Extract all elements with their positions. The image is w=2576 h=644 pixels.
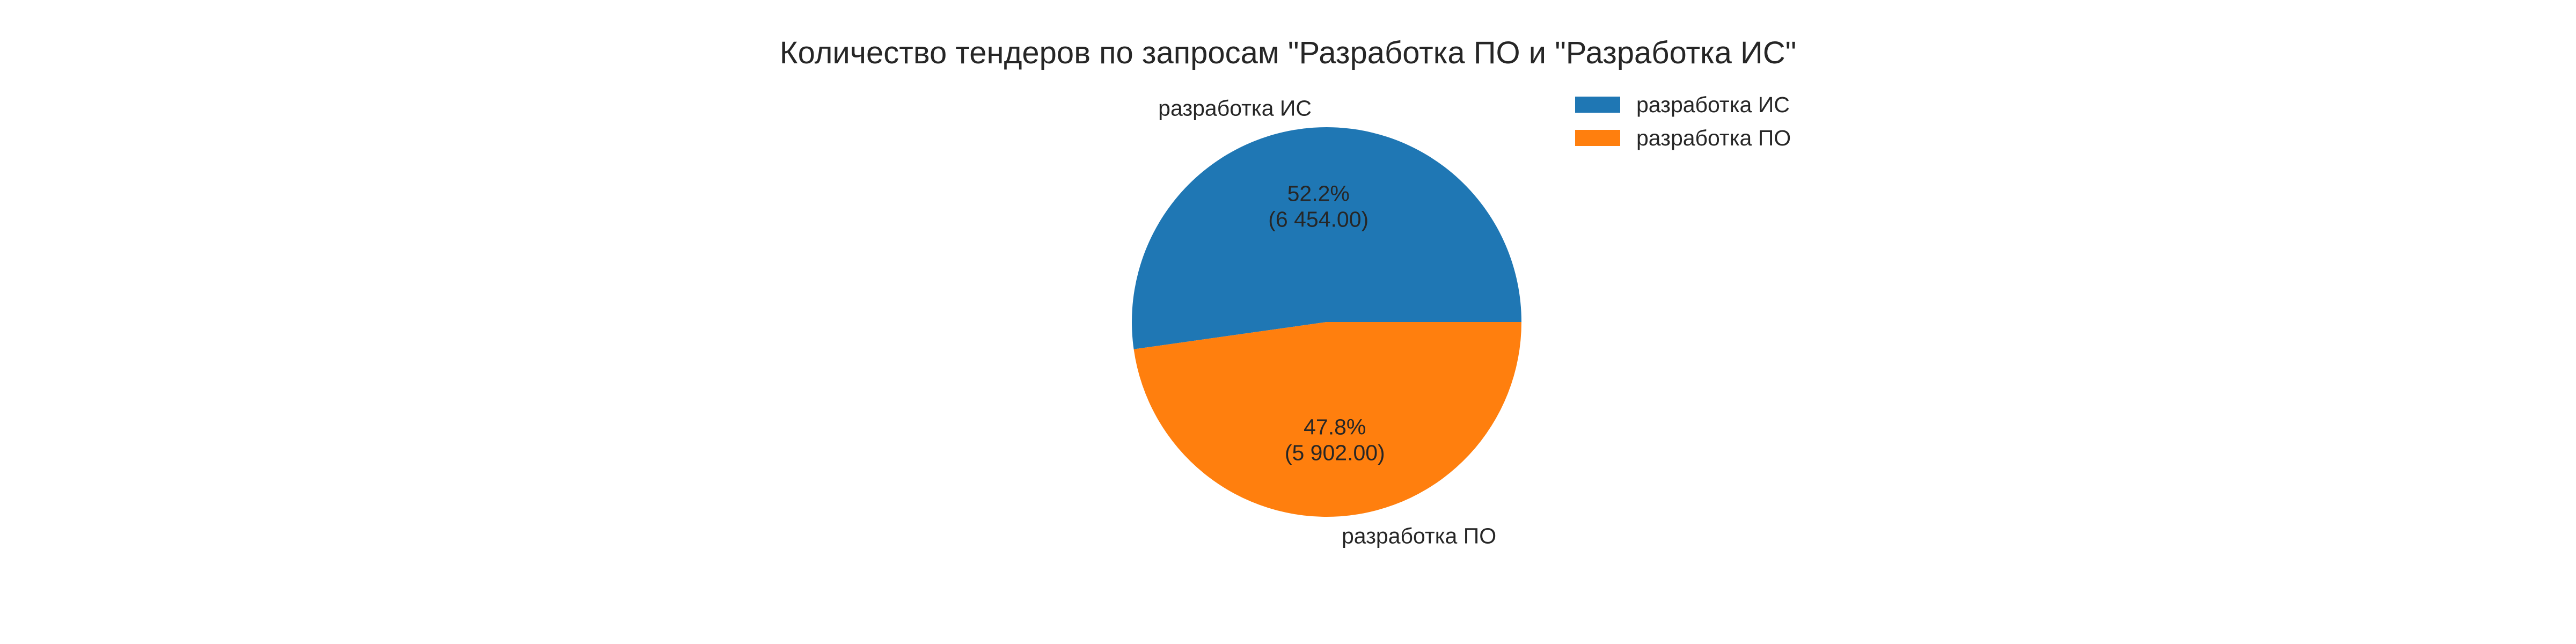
- pie-value-labels: 52.2% (6 454.00) 47.8% (5 902.00): [1268, 181, 1385, 465]
- pie-slice: [1132, 127, 1521, 349]
- chart-title: Количество тендеров по запросам "Разрабо…: [780, 35, 1796, 70]
- legend-swatch: [1575, 97, 1620, 113]
- legend-label: разработка ПО: [1636, 126, 1791, 150]
- slice-category-label: разработка ПО: [1342, 523, 1496, 548]
- legend-label: разработка ИС: [1636, 92, 1790, 117]
- pie-category-labels: разработка ИС разработка ПО: [1158, 96, 1496, 548]
- slice-value-label: 52.2% (6 454.00): [1268, 181, 1368, 232]
- pie-slices: [1132, 127, 1521, 517]
- slice-value-label: 47.8% (5 902.00): [1285, 414, 1385, 465]
- slice-category-label: разработка ИС: [1158, 96, 1312, 121]
- pie-slice: [1133, 322, 1521, 517]
- legend-swatch: [1575, 130, 1620, 146]
- legend: разработка ИС разработка ПО: [1575, 92, 1791, 150]
